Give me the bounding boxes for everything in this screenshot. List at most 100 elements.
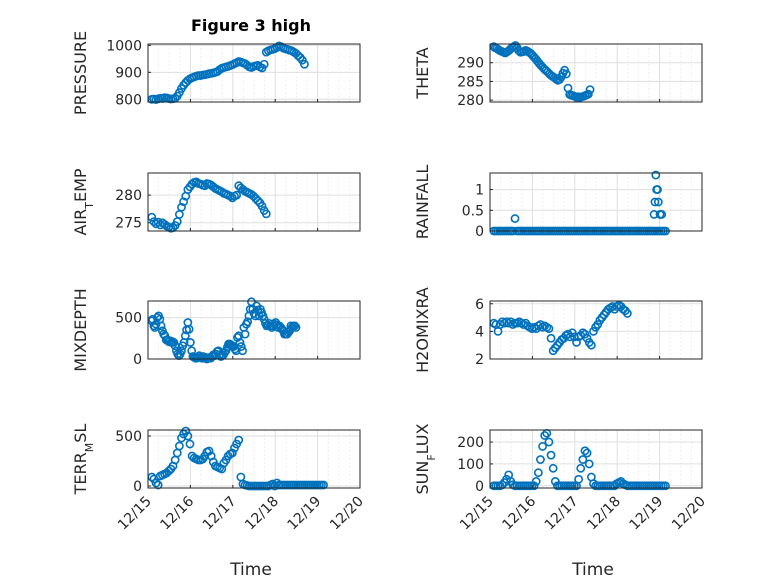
data-point — [538, 442, 547, 451]
subplot-1: 800 900 1000 PRESSURE — [71, 31, 361, 115]
data-point — [583, 89, 593, 99]
y-tick-label: 285 — [457, 74, 484, 90]
data-point — [151, 478, 161, 488]
data-point — [235, 338, 245, 347]
data-point — [238, 346, 247, 356]
axes-box — [489, 43, 703, 103]
y-axis-label: TERRMSL — [71, 424, 96, 496]
x-axis-label-left: Time — [229, 560, 272, 580]
data-point — [174, 441, 184, 451]
y-tick-label: 290 — [457, 56, 484, 72]
data-point — [561, 69, 571, 79]
y-tick-label: 280 — [457, 93, 484, 109]
data-point — [233, 333, 242, 342]
y-tick-label: 1 — [475, 183, 484, 199]
data-point — [231, 346, 241, 356]
data-point — [187, 179, 197, 189]
data-point — [585, 85, 595, 95]
y-tick-label: 0 — [133, 479, 142, 495]
y-tick-label: 900 — [115, 65, 142, 81]
data-point — [300, 59, 309, 69]
data-point — [234, 435, 244, 445]
axes-box — [147, 429, 361, 489]
data-point — [243, 317, 253, 327]
data-point — [582, 448, 592, 458]
data-point — [291, 323, 301, 332]
data-point — [580, 446, 590, 456]
data-point — [183, 431, 193, 441]
subplot-5: 0 500 MIXDEPTH — [71, 288, 361, 372]
y-axis-label: SUNFLUX — [413, 423, 438, 494]
data-point — [180, 331, 190, 341]
y-tick-label: 1000 — [106, 38, 142, 54]
data-point — [156, 321, 166, 331]
data-point — [185, 439, 195, 449]
y-axis-label: AIRTEMP — [71, 168, 96, 235]
data-point — [533, 468, 543, 478]
data-point — [204, 446, 214, 456]
axes-box — [489, 300, 703, 360]
y-tick-label: 800 — [115, 92, 142, 108]
data-point — [586, 340, 596, 350]
y-tick-label: 4 — [475, 324, 484, 340]
data-point — [578, 455, 588, 464]
y-tick-label: 100 — [457, 457, 484, 473]
data-point — [572, 338, 581, 347]
data-point — [257, 201, 267, 211]
y-tick-label: 2 — [475, 352, 484, 368]
figure-title: Figure 3 high — [191, 16, 311, 35]
data-point — [177, 346, 186, 356]
data-point — [220, 347, 230, 357]
data-point — [622, 309, 632, 318]
data-point — [185, 338, 195, 347]
data-point — [253, 196, 263, 206]
axes-box — [147, 172, 361, 232]
data-point — [181, 426, 191, 436]
data-point — [227, 448, 237, 458]
data-point — [290, 321, 300, 331]
data-point — [531, 477, 541, 486]
y-axis-label: THETA — [413, 47, 432, 99]
y-tick-label: 6 — [475, 297, 484, 313]
axes-box — [489, 429, 703, 489]
data-point — [657, 210, 667, 219]
y-axis-label: RAINFALL — [413, 165, 432, 240]
y-tick-label: 500 — [115, 311, 142, 327]
data-point — [184, 324, 194, 334]
data-point — [232, 190, 242, 200]
data-point — [651, 170, 661, 180]
data-point — [177, 202, 186, 212]
data-point — [661, 481, 670, 491]
y-tick-label: 0 — [133, 352, 142, 368]
data-point — [546, 450, 556, 460]
data-point — [502, 474, 511, 484]
data-point — [240, 329, 250, 339]
y-tick-label: 0 — [475, 224, 484, 240]
data-point — [510, 214, 520, 223]
subplot-4: 0 0.5 1 RAINFALL — [413, 165, 703, 240]
data-point — [164, 466, 174, 476]
y-axis-label: PRESSURE — [71, 31, 90, 115]
data-point — [319, 480, 328, 490]
data-point — [261, 209, 271, 219]
data-point — [536, 455, 545, 464]
data-point — [574, 474, 584, 484]
subplot-3: 275 280 AIRTEMP — [71, 168, 361, 236]
y-tick-label: 500 — [115, 429, 142, 445]
y-tick-label: 0.5 — [462, 203, 484, 219]
subplot-2: 280 285 290 THETA — [413, 41, 703, 109]
y-tick-label: 275 — [115, 216, 142, 232]
data-point — [259, 59, 269, 69]
data-point — [653, 197, 663, 207]
data-point — [236, 342, 246, 351]
data-point — [544, 324, 554, 334]
subplot-6: 2 4 6 H2OMIXRA — [413, 287, 703, 373]
data-point — [540, 431, 550, 440]
axes-box — [147, 300, 361, 360]
data-point — [529, 481, 539, 491]
x-axis-label-right: Time — [571, 560, 614, 580]
y-tick-label: 200 — [457, 435, 484, 451]
data-point — [179, 197, 189, 207]
y-tick-label: 280 — [115, 188, 142, 204]
